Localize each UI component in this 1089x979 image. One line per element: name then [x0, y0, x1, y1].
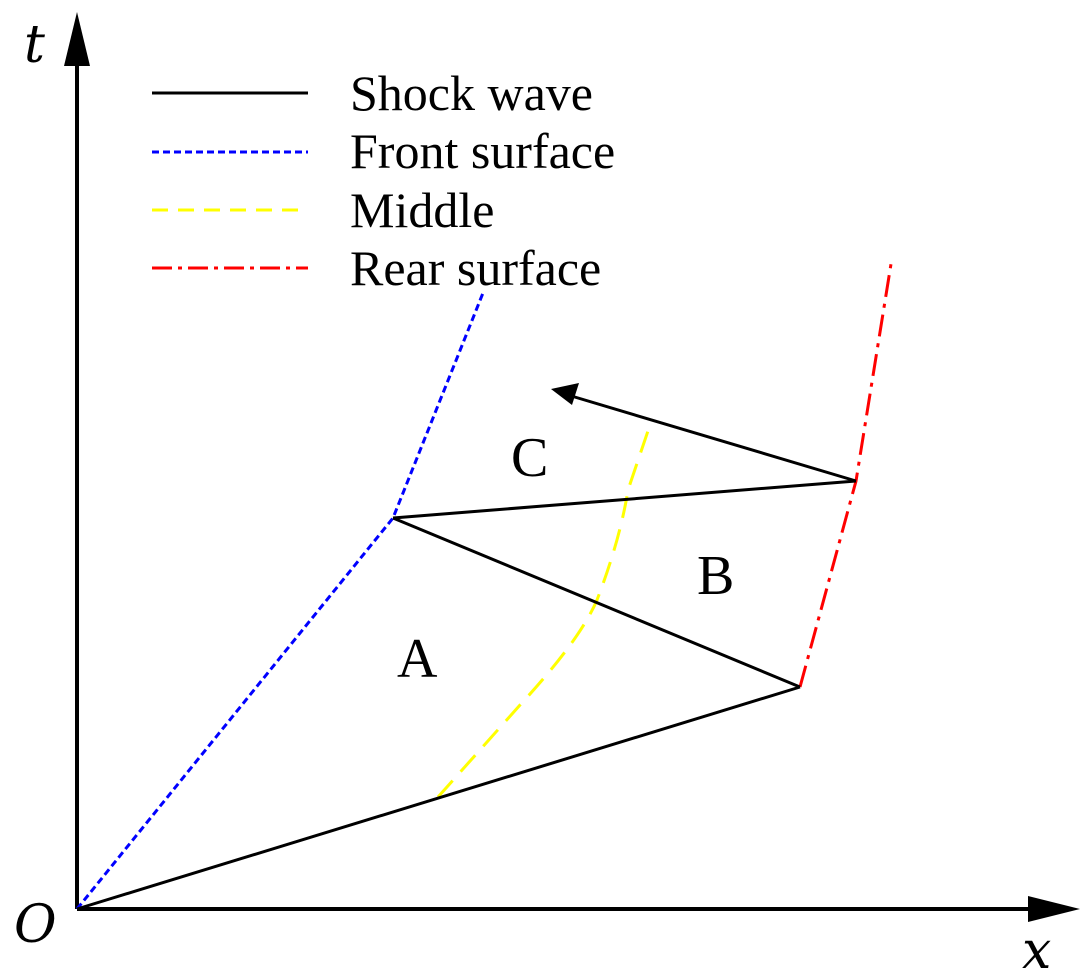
rear-surface-line — [798, 263, 893, 688]
shock-wave-rereflected-arrow — [567, 393, 857, 483]
region-label-c: C — [511, 427, 548, 489]
legend-label-middle: Middle — [350, 182, 494, 238]
shock-wave-reflected — [392, 516, 801, 689]
legend: Shock wave Front surface Middle Rear sur… — [152, 65, 615, 296]
shock-wave-incident — [76, 685, 801, 911]
arrowhead-icon — [551, 383, 579, 405]
legend-label-shock-wave: Shock wave — [350, 65, 593, 121]
legend-label-front-surface: Front surface — [350, 123, 615, 179]
front-surface-line — [75, 292, 485, 910]
region-label-a: A — [397, 628, 438, 690]
legend-label-rear-surface: Rear surface — [350, 240, 601, 296]
origin-label: O — [14, 895, 57, 955]
middle-line — [436, 424, 652, 798]
t-axis-label: t — [24, 15, 45, 75]
t-axis-arrowhead — [64, 12, 90, 66]
x-axis-label: x — [1022, 921, 1051, 979]
region-label-b: B — [697, 545, 734, 607]
shock-wave-transmitted — [392, 479, 857, 520]
x-axis-arrowhead — [1028, 896, 1080, 922]
